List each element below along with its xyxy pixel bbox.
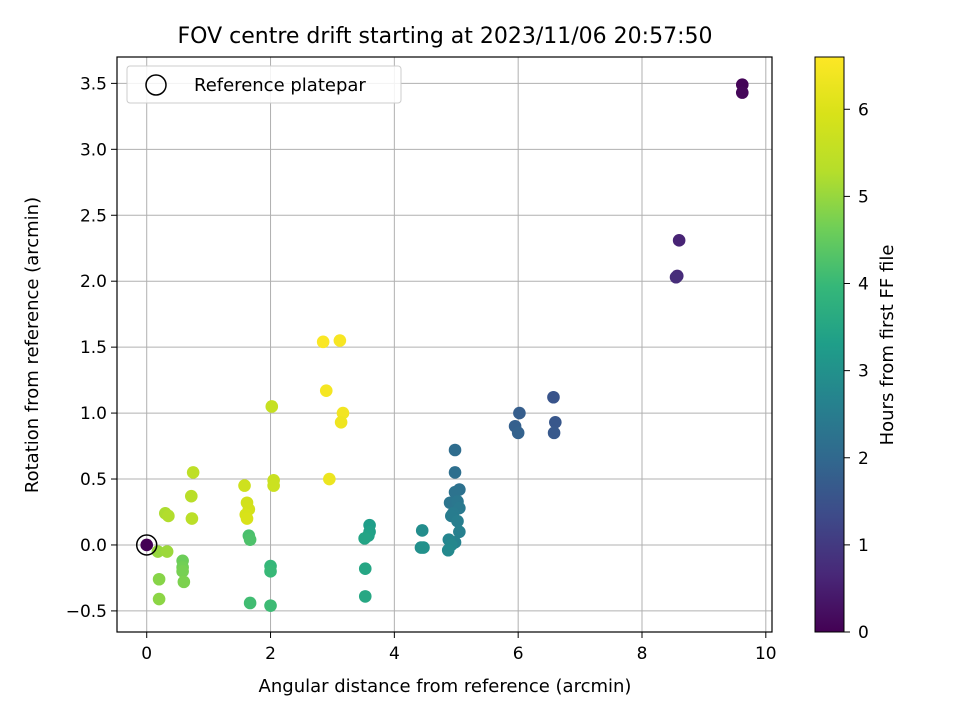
colorbar-tick-label: 3 xyxy=(858,362,869,382)
colorbar-gradient xyxy=(814,56,845,633)
y-tick-label: 1.5 xyxy=(80,338,107,358)
x-tick-label: 6 xyxy=(513,644,524,664)
y-axis-label: Rotation from reference (arcmin) xyxy=(22,197,43,493)
scatter-point xyxy=(184,489,198,503)
scatter-point xyxy=(511,426,525,440)
chart-title: FOV centre drift starting at 2023/11/06 … xyxy=(178,24,713,49)
scatter-point xyxy=(151,545,165,558)
scatter-point xyxy=(448,466,462,479)
scatter-point xyxy=(152,592,166,606)
scatter-point xyxy=(240,512,254,525)
scatter-point xyxy=(672,234,686,247)
scatter-point xyxy=(243,533,257,546)
scatter-point xyxy=(265,400,279,413)
scatter-point xyxy=(162,509,175,523)
y-axis-ticks: −0.5 0.0 0.5 1.0 1.5 2.0 2.5 3.0 3.5 xyxy=(66,74,117,622)
y-tick-label: 3.5 xyxy=(80,74,107,94)
scatter-point xyxy=(264,599,277,612)
scatter-point xyxy=(264,565,277,578)
legend-marker xyxy=(145,74,167,96)
colorbar: 0 1 2 3 4 5 6 Hours from first FF file xyxy=(814,56,898,643)
scatter-point xyxy=(323,472,336,486)
scatter-point xyxy=(238,479,251,492)
scatter-point xyxy=(415,524,429,537)
scatter-point xyxy=(316,335,330,349)
legend: Reference platepar xyxy=(126,65,402,104)
scatter-point xyxy=(735,86,749,99)
scatter-point xyxy=(243,596,257,610)
scatter-point xyxy=(319,384,333,397)
y-tick-label: −0.5 xyxy=(66,602,107,622)
y-tick-label: 3.0 xyxy=(80,140,107,160)
scatter-point xyxy=(185,512,199,525)
scatter-point xyxy=(267,479,280,492)
scatter-point xyxy=(176,565,189,578)
scatter-point xyxy=(186,466,200,479)
scatter-point xyxy=(358,590,372,603)
x-tick-label: 2 xyxy=(265,644,276,664)
scatter-point xyxy=(441,543,455,557)
scatter-point xyxy=(140,538,154,552)
scatter-points xyxy=(135,78,749,612)
x-axis-ticks: 0 2 4 6 8 10 xyxy=(141,632,777,664)
scatter-point xyxy=(547,426,561,440)
scatter-point xyxy=(334,416,348,429)
scatter-point xyxy=(333,334,347,347)
scatter-point xyxy=(358,562,372,575)
scatter-point xyxy=(358,532,371,545)
scatter-point xyxy=(513,406,526,420)
scatter-point xyxy=(549,416,562,429)
scatter-point xyxy=(448,443,462,457)
colorbar-ticks: 0 1 2 3 4 5 6 xyxy=(844,100,869,643)
x-tick-label: 10 xyxy=(755,644,777,664)
grid-lines xyxy=(117,57,772,632)
colorbar-tick-label: 2 xyxy=(858,449,869,469)
scatter-point xyxy=(547,390,560,404)
scatter-point xyxy=(669,270,683,284)
reference-platepar-marker xyxy=(135,534,158,556)
x-tick-label: 8 xyxy=(637,644,648,664)
legend-entry-reference-platepar: Reference platepar xyxy=(194,75,366,96)
colorbar-tick-label: 5 xyxy=(858,187,869,207)
scatter-point xyxy=(417,541,430,554)
y-tick-label: 0.0 xyxy=(80,536,107,556)
colorbar-tick-label: 1 xyxy=(858,536,869,556)
colorbar-tick-label: 0 xyxy=(858,623,869,643)
scatter-point xyxy=(453,525,466,539)
scatter-point xyxy=(451,514,464,528)
scatter-point xyxy=(177,575,191,589)
scatter-point xyxy=(160,545,174,558)
colorbar-tick-label: 6 xyxy=(858,100,869,120)
y-tick-label: 0.5 xyxy=(80,470,107,490)
x-axis-label: Angular distance from reference (arcmin) xyxy=(259,676,632,697)
x-tick-label: 0 xyxy=(141,644,152,664)
colorbar-tick-label: 4 xyxy=(858,275,869,295)
plot-frame xyxy=(116,56,773,633)
legend-box xyxy=(126,65,402,104)
y-tick-label: 2.0 xyxy=(80,272,107,292)
y-tick-label: 1.0 xyxy=(80,404,107,424)
x-tick-label: 4 xyxy=(389,644,400,664)
scatter-point xyxy=(152,572,166,586)
y-tick-label: 2.5 xyxy=(80,206,107,226)
colorbar-label: Hours from first FF file xyxy=(877,245,898,446)
